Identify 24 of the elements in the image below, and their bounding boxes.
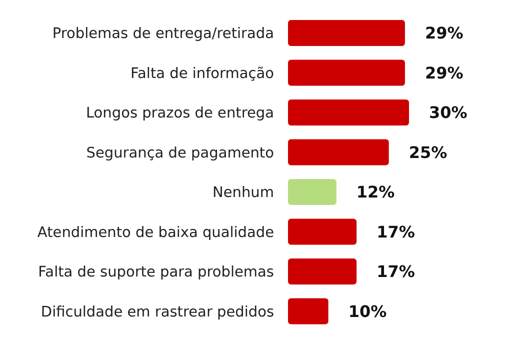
bar	[288, 139, 389, 166]
data-label: 17%	[376, 222, 415, 242]
bar	[288, 179, 336, 205]
bar	[288, 298, 328, 324]
y-tick-label: Falta de suporte para problemas	[38, 264, 274, 281]
data-label: 30%	[429, 103, 468, 122]
y-tick-label: Problemas de entrega/retirada	[52, 26, 274, 42]
bar	[288, 100, 409, 126]
data-label: 29%	[424, 24, 464, 43]
y-tick-label: Dificuldade em rastrear pedidos	[40, 304, 274, 320]
y-tick-label: Longos prazos de entrega	[86, 106, 274, 122]
data-label: 29%	[424, 63, 464, 82]
y-tick-label: Falta de informação	[130, 66, 274, 82]
data-label: 12%	[356, 182, 395, 202]
bar	[288, 60, 405, 86]
data-label: 25%	[408, 142, 448, 162]
bar	[288, 218, 357, 245]
y-tick-label: Segurança de pagamento	[86, 145, 274, 162]
data-label: 17%	[376, 262, 415, 282]
data-label: 10%	[348, 302, 387, 321]
y-tick-label: Atendimento de baixa qualidade	[37, 224, 274, 241]
y-tick-label: Nenhum	[212, 185, 274, 202]
bar	[288, 20, 405, 46]
bar	[288, 258, 357, 284]
